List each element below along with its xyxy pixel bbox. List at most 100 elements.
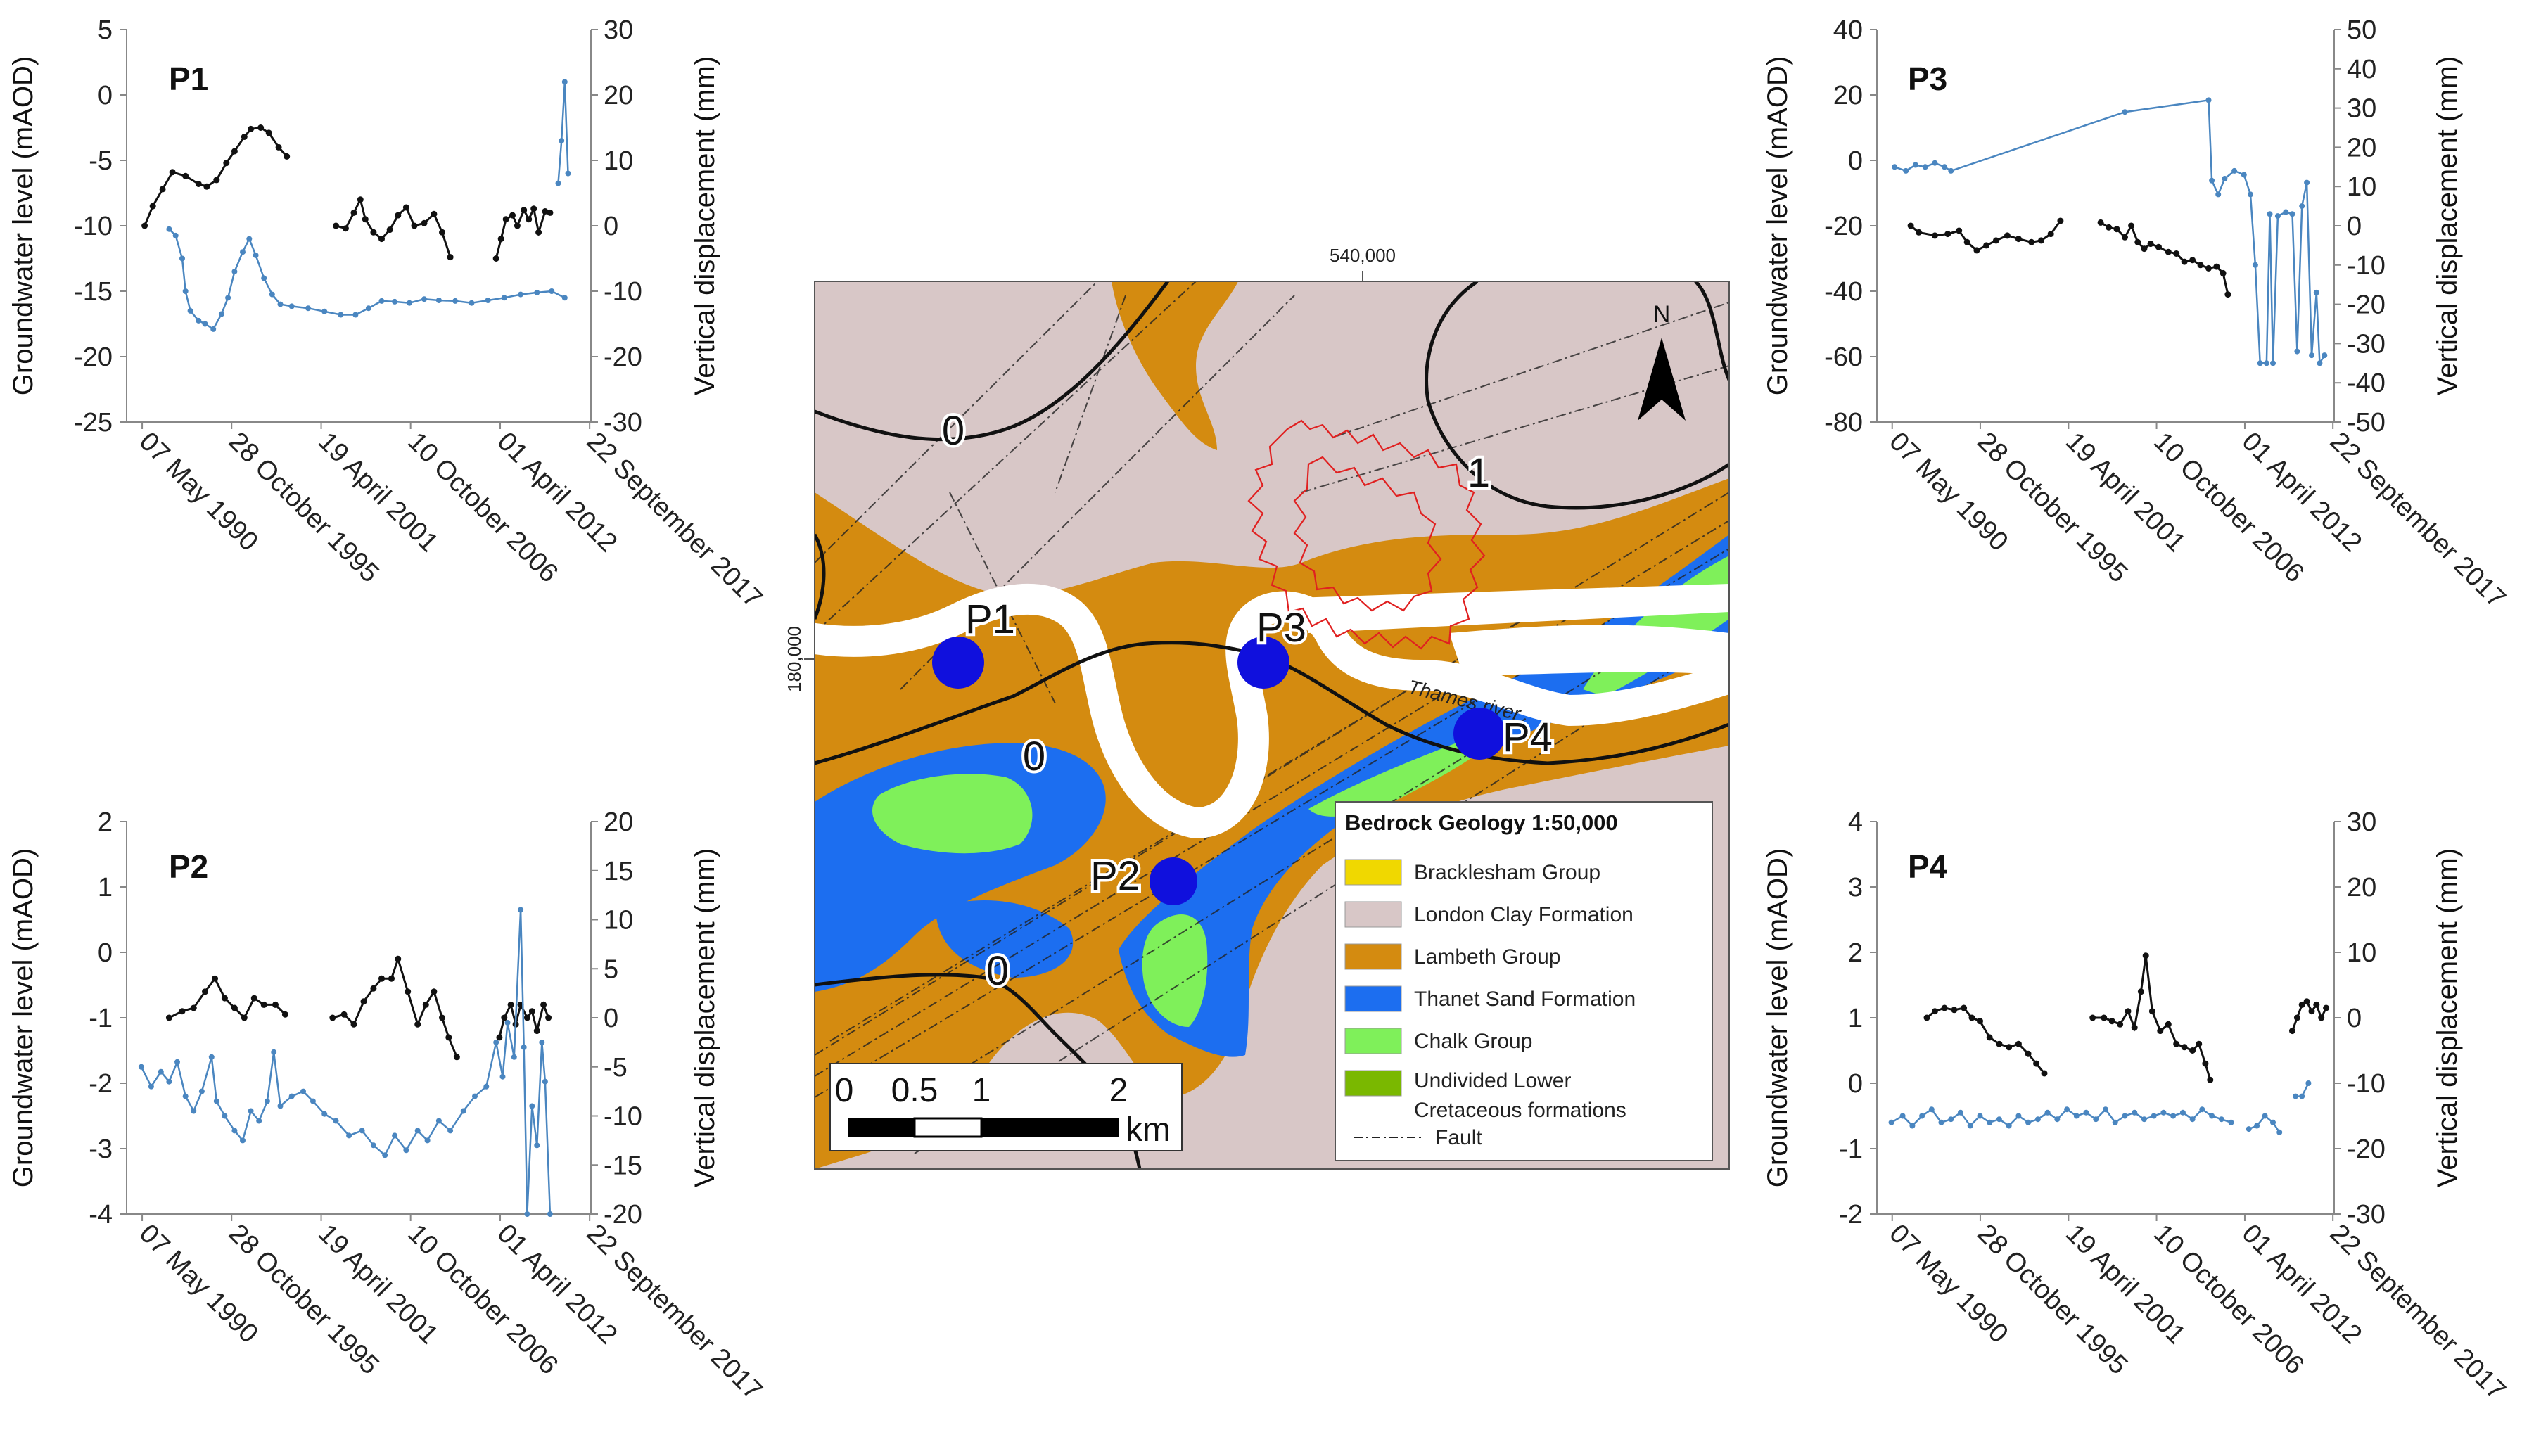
panel-label: P3 [1908, 60, 1947, 97]
data-point [502, 216, 509, 223]
right-tick-label: -10 [604, 277, 642, 307]
data-point [2179, 1109, 2186, 1116]
data-point [260, 1001, 267, 1008]
data-point [340, 1011, 348, 1018]
data-point [271, 1049, 277, 1055]
right-tick-label: 40 [2347, 55, 2376, 84]
river-channel [1294, 584, 1729, 633]
data-point [231, 269, 238, 275]
data-point [424, 1137, 431, 1144]
data-point [275, 143, 282, 151]
left-tick-label: 4 [1848, 807, 1863, 837]
river-channel-east [1449, 625, 1729, 675]
legend-item-chalk: Chalk Group [1344, 1028, 1532, 1054]
data-point [182, 1093, 189, 1099]
data-point [2132, 1109, 2138, 1116]
data-point [2148, 1008, 2155, 1015]
data-point [524, 1211, 530, 1217]
data-point [2304, 179, 2310, 186]
data-point [208, 1054, 215, 1060]
data-point [421, 219, 428, 226]
right-tick-label: 0 [2347, 212, 2362, 241]
data-point [264, 1098, 270, 1104]
data-point [1931, 232, 1938, 239]
data-point [2113, 226, 2120, 233]
data-point [1977, 1113, 1983, 1119]
data-point [261, 275, 267, 281]
left-tick-label: 3 [1848, 873, 1863, 902]
data-point [248, 125, 255, 132]
data-point [460, 1108, 466, 1114]
data-point [241, 1014, 248, 1021]
data-point [2004, 232, 2011, 239]
data-point [2141, 1116, 2147, 1123]
data-point [350, 209, 357, 216]
series-line [144, 126, 288, 226]
data-point [395, 955, 402, 962]
data-point [528, 1008, 535, 1015]
data-point [329, 1014, 336, 1021]
left-tick-label: 5 [98, 15, 113, 45]
data-point [166, 226, 172, 232]
data-point [346, 1132, 352, 1139]
data-point [2025, 1050, 2032, 1057]
left-axis-title: Groundwater level (mAOD) [8, 848, 39, 1187]
pin-p2[interactable]: P2 [1088, 850, 1197, 905]
data-point [501, 295, 507, 301]
data-point [2025, 1119, 2032, 1125]
data-point [472, 1093, 478, 1099]
data-point [288, 303, 295, 309]
data-point [281, 1011, 288, 1018]
data-point [1907, 222, 1914, 229]
data-point [535, 229, 542, 236]
data-point [547, 209, 554, 216]
data-point [1996, 1116, 2002, 1123]
right-tick-label: 30 [2347, 94, 2376, 124]
data-point [2128, 222, 2135, 229]
data-point [445, 1034, 452, 1041]
data-point [196, 317, 202, 324]
data-point [2141, 245, 2148, 253]
data-point [547, 1211, 553, 1217]
data-point [2305, 1080, 2312, 1086]
data-point [555, 180, 561, 186]
left-tick-label: 2 [98, 807, 113, 837]
data-point [2181, 258, 2188, 265]
data-point [509, 212, 516, 219]
svg-text:Thanet Sand Formation: Thanet Sand Formation [1414, 988, 1636, 1011]
data-point [2047, 231, 2054, 238]
pin-p3[interactable]: P3 [1237, 602, 1309, 689]
data-point [483, 1083, 490, 1090]
pin-p3-label: P3 [1256, 605, 1306, 651]
urban-outline [1247, 419, 1486, 650]
data-point [1919, 1113, 1925, 1119]
left-tick-label: 20 [1833, 81, 1863, 110]
right-axis-title: Vertical displacement (mm) [689, 56, 720, 395]
data-point [518, 907, 524, 913]
left-tick-label: -25 [74, 408, 113, 438]
data-point [496, 1034, 503, 1041]
right-axis-title: Vertical displacement (mm) [689, 848, 720, 1187]
data-point [2246, 1126, 2252, 1132]
right-tick-label: -20 [2347, 290, 2386, 320]
data-point [2257, 360, 2263, 366]
data-point [1931, 1008, 1938, 1015]
data-point [2189, 257, 2196, 264]
data-point [2101, 1014, 2108, 1021]
pin-p1[interactable]: P1 [932, 594, 1018, 689]
right-tick-label: 20 [604, 807, 633, 837]
data-point [2157, 1028, 2164, 1035]
data-point [2064, 1106, 2070, 1113]
data-point [352, 312, 359, 318]
data-point [435, 298, 442, 303]
chalk-patch-band [1308, 724, 1505, 817]
left-tick-label: -80 [1824, 408, 1863, 438]
data-point [225, 295, 231, 301]
data-point [2317, 360, 2323, 366]
pin-p4[interactable]: P4 [1453, 708, 1555, 763]
data-point [338, 312, 344, 318]
data-point [1928, 1106, 1935, 1113]
data-point [191, 1108, 197, 1114]
right-tick-label: 10 [604, 146, 633, 176]
data-point [523, 1014, 530, 1021]
